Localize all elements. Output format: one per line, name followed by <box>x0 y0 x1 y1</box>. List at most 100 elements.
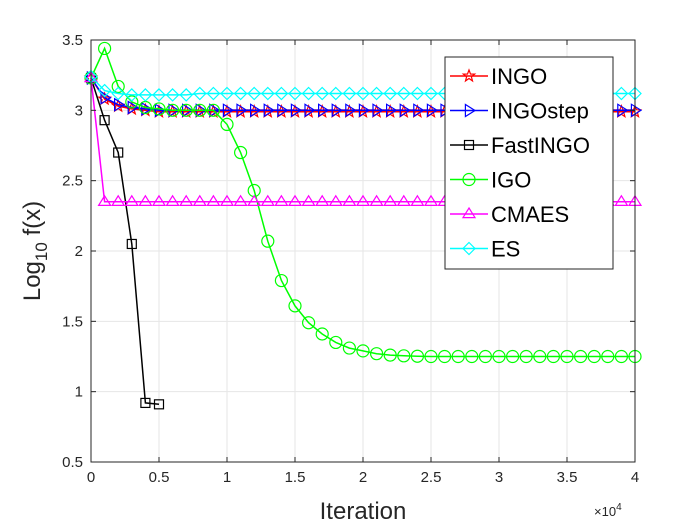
data-point-igo <box>274 273 288 288</box>
legend-marker-ingo <box>461 68 477 83</box>
data-point-es <box>179 88 194 102</box>
data-point-es <box>396 86 411 101</box>
x-tick-label: 1.5 <box>285 469 306 486</box>
data-point-es <box>288 86 302 101</box>
data-point-es <box>220 86 234 101</box>
data-point-igo <box>302 316 316 330</box>
legend-item-ingostep: INGOstep <box>450 99 589 124</box>
series-line-igo <box>90 46 635 358</box>
data-point-igo <box>424 349 438 364</box>
legend-item-ingo: INGO <box>450 64 547 89</box>
data-point-cmaes <box>111 194 126 206</box>
x-tick-label: 3.5 <box>557 469 578 486</box>
data-point-igo <box>587 349 601 364</box>
data-point-igo <box>451 349 465 364</box>
data-point-igo <box>166 103 180 117</box>
axis-ticks: 0 0.5 1 1.5 2 2.5 3 3.5 40.511.522.533.5 <box>62 32 639 486</box>
data-point-cmaes <box>219 194 235 206</box>
data-point-igo <box>97 41 112 56</box>
data-point-cmaes <box>383 194 398 206</box>
legend-marker-es <box>462 241 476 256</box>
series-line-fastingo <box>90 77 160 406</box>
data-point-cmaes <box>355 194 371 206</box>
data-point-igo <box>560 349 574 364</box>
data-point-igo <box>438 349 452 364</box>
data-point-es <box>165 88 180 102</box>
data-point-es <box>138 88 153 102</box>
data-point-cmaes <box>274 194 289 206</box>
y-tick-label: 2.5 <box>62 173 83 190</box>
data-point-cmaes <box>124 194 139 206</box>
data-point-fastingo <box>99 115 110 126</box>
data-point-fastingo <box>153 399 165 410</box>
data-point-cmaes <box>614 194 629 206</box>
y-tick-label: 3.5 <box>62 32 83 49</box>
data-point-es <box>274 86 289 101</box>
legend-marker-cmaes <box>461 206 477 219</box>
data-point-igo <box>220 117 234 132</box>
data-point-igo <box>505 349 520 364</box>
data-point-es <box>247 86 262 101</box>
data-point-ingostep <box>141 101 153 116</box>
data-point-cmaes <box>179 194 194 206</box>
data-point-igo <box>601 349 615 364</box>
data-point-cmaes <box>138 194 153 206</box>
data-point-es <box>152 88 166 102</box>
data-point-ingostep <box>290 103 303 118</box>
y-axis-label-base: Log <box>19 261 46 301</box>
data-point-cmaes <box>151 194 167 206</box>
data-point-ingostep <box>386 103 398 118</box>
data-point-igo <box>111 79 125 94</box>
legend-marker-ingostep <box>464 103 477 118</box>
data-point-cmaes <box>315 194 330 206</box>
data-point-igo <box>519 349 533 364</box>
data-point-igo <box>478 349 492 364</box>
x-tick-label: 0 <box>87 469 95 486</box>
data-point-fastingo <box>126 238 137 250</box>
data-point-cmaes <box>342 194 357 206</box>
data-point-igo <box>288 299 302 313</box>
data-point-igo <box>315 327 329 341</box>
data-point-cmaes <box>192 194 207 206</box>
data-point-cmaes <box>328 194 343 206</box>
data-point-es <box>301 86 316 101</box>
x-tick-label: 2.5 <box>421 469 442 486</box>
data-point-cmaes <box>260 194 275 206</box>
data-point-es <box>260 86 275 101</box>
legend-label-es: ES <box>491 237 520 262</box>
x-axis-exponent-times: ×10 <box>594 504 616 519</box>
data-point-cmaes <box>301 194 316 206</box>
legend-label-fastingo: FastINGO <box>491 133 590 158</box>
data-point-es <box>410 86 425 101</box>
legend-box <box>444 56 614 270</box>
data-point-ingostep <box>372 103 384 118</box>
data-point-cmaes <box>410 194 425 206</box>
data-point-es <box>342 86 357 101</box>
x-tick-label: 1 <box>223 469 231 486</box>
data-point-es <box>111 86 126 101</box>
data-point-igo <box>383 348 397 362</box>
data-point-ingostep <box>331 103 343 118</box>
data-point-ingostep <box>345 103 357 118</box>
legend-label-igo: IGO <box>491 168 531 193</box>
data-point-ingostep <box>236 103 248 118</box>
data-point-igo <box>356 344 370 358</box>
x-tick-label: 2 <box>359 469 367 486</box>
data-point-igo <box>397 349 411 363</box>
data-point-es <box>383 86 398 101</box>
data-point-es <box>369 86 384 101</box>
data-point-ingostep <box>250 103 262 118</box>
data-point-es <box>315 86 330 101</box>
data-point-cmaes <box>165 194 180 206</box>
data-point-ingostep <box>304 103 316 118</box>
y-tick-label: 2 <box>75 243 83 260</box>
y-tick-label: 1 <box>75 384 83 401</box>
legend: INGO INGOstep FastINGO IGO CMAES ES <box>444 56 614 270</box>
data-point-es <box>192 86 207 101</box>
x-axis-exponent: ×104 <box>594 502 622 519</box>
data-point-igo <box>342 341 356 355</box>
data-point-igo <box>533 349 547 364</box>
data-point-ingostep <box>413 103 425 118</box>
